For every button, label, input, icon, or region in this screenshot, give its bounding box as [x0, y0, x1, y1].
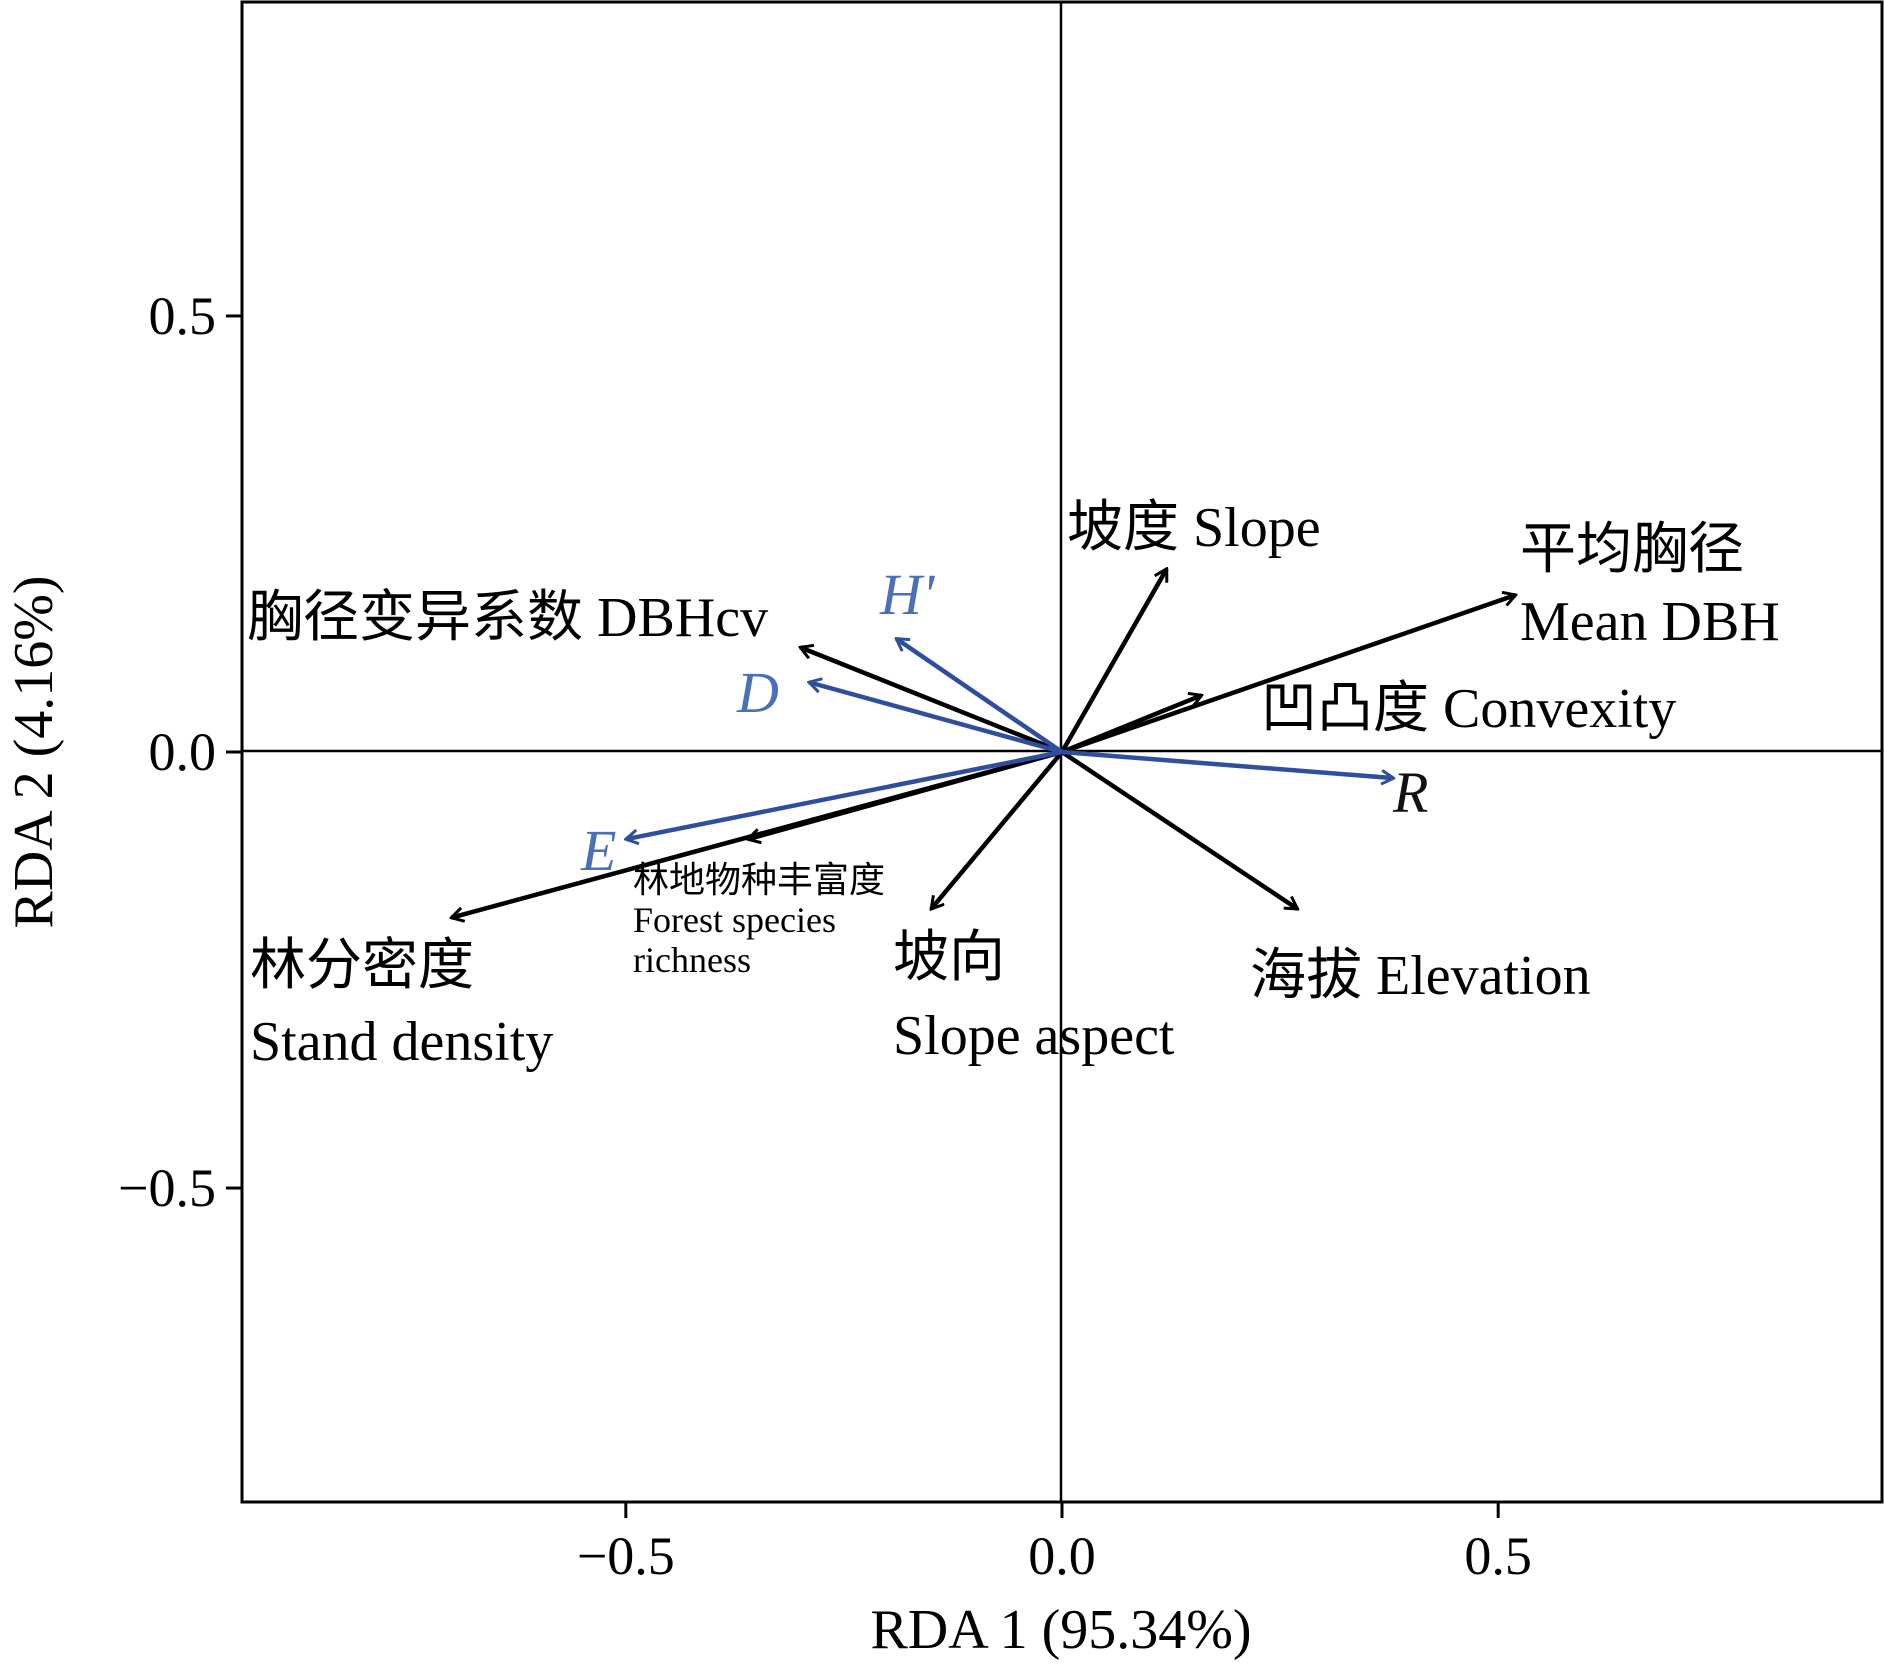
convexity-label: 凹凸度 Convexity: [1261, 678, 1676, 740]
x-tick-label: 0.0: [1028, 1526, 1096, 1586]
x-tick-label: 0.5: [1464, 1526, 1532, 1586]
dbhcv-label: 胸径变异系数 DBHcv: [247, 587, 768, 649]
stand-density-label: 林分密度 Stand density: [250, 935, 553, 1073]
forest-species-richness-label-line: 林地物种丰富度: [633, 860, 885, 900]
y-axis-ticks: 0.5 0.0 −0.5: [118, 286, 242, 1218]
y-tick-label: 0.5: [149, 286, 217, 346]
mean-dbh-label-line: Mean DBH: [1520, 591, 1780, 653]
y-tick-label: 0.0: [149, 722, 217, 782]
x-axis-title: RDA 1 (95.34%): [870, 1599, 1251, 1661]
e-arrow: [626, 749, 1063, 839]
forest-species-richness-label: 林地物种丰富度 Forest species richness: [633, 860, 885, 980]
forest-species-richness-label-line: Forest species: [633, 900, 836, 940]
convexity-arrow: [1061, 695, 1202, 755]
stand-density-label-line: 林分密度: [250, 935, 474, 997]
stand-density-label-line: Stand density: [250, 1011, 553, 1073]
elevation-label-line: 海拔 Elevation: [1250, 945, 1591, 1007]
slope-arrow: [1060, 569, 1169, 754]
h-prime-arrow: [896, 636, 1064, 754]
forest-species-richness-label-line: richness: [633, 940, 751, 980]
slope-aspect-label: 坡向 Slope aspect: [893, 927, 1175, 1067]
x-axis-ticks: −0.5 0.0 0.5: [577, 1502, 1532, 1586]
y-axis-title: RDA 2 (4.16%): [3, 575, 65, 928]
mean-dbh-label-line: 平均胸径: [1520, 519, 1744, 581]
slope-aspect-label-line: Slope aspect: [893, 1005, 1175, 1067]
elevation-arrow: [1060, 750, 1298, 911]
dbhcv-arrow: [800, 647, 1063, 755]
slope-aspect-arrow: [931, 750, 1064, 909]
r-label: R: [1392, 760, 1428, 825]
explanatory-vectors: 平均胸径 Mean DBH 坡度 Slope 凹凸度 Convexity 胸径变异系数 …: [247, 497, 1780, 1073]
h-prime-label: H': [879, 562, 936, 627]
r-arrow: [1061, 749, 1393, 778]
d-arrow: [809, 682, 1063, 755]
convexity-label-line: 凹凸度 Convexity: [1261, 678, 1676, 740]
response-vectors: H' D E R: [580, 562, 1428, 883]
y-tick-label: −0.5: [118, 1158, 216, 1218]
slope-label: 坡度 Slope: [1067, 497, 1321, 559]
mean-dbh-arrow: [1061, 595, 1516, 755]
slope-aspect-label-line: 坡向: [893, 927, 1005, 989]
mean-dbh-label: 平均胸径 Mean DBH: [1520, 519, 1780, 653]
elevation-label: 海拔 Elevation: [1250, 945, 1591, 1007]
e-label: E: [580, 818, 616, 883]
x-tick-label: −0.5: [577, 1526, 675, 1586]
stand-density-arrow: [451, 749, 1063, 918]
dbhcv-label-line: 胸径变异系数 DBHcv: [247, 587, 768, 649]
slope-label-line: 坡度 Slope: [1067, 497, 1321, 559]
d-label: D: [736, 660, 779, 725]
